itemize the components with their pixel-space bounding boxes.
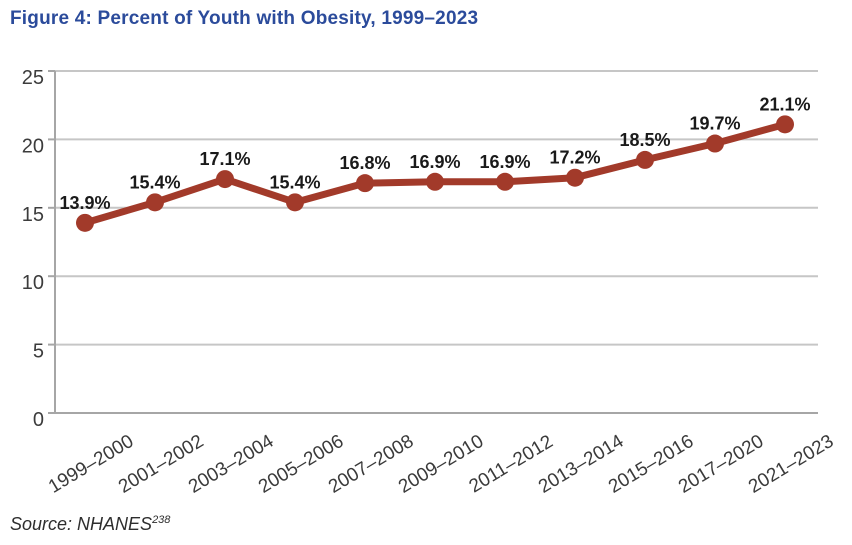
- figure-title: Figure 4: Percent of Youth with Obesity,…: [10, 8, 479, 29]
- data-point: [496, 172, 514, 191]
- y-axis-label: 25: [22, 67, 44, 89]
- data-point: [216, 170, 234, 189]
- data-point-label: 16.8%: [339, 153, 390, 173]
- data-point-label: 21.1%: [759, 94, 810, 114]
- data-point: [76, 213, 94, 232]
- source-superscript: 238: [152, 514, 171, 526]
- source-text: Source: NHANES: [10, 514, 153, 534]
- data-point-label: 17.2%: [549, 148, 600, 168]
- data-point: [706, 134, 724, 153]
- data-point-label: 15.4%: [269, 172, 320, 192]
- data-point-label: 13.9%: [59, 193, 110, 213]
- source-note: Source: NHANES238: [10, 514, 170, 535]
- data-point: [286, 193, 304, 212]
- data-point: [146, 193, 164, 212]
- y-axis-label: 0: [33, 409, 44, 431]
- data-point-label: 18.5%: [619, 130, 670, 150]
- data-point: [636, 150, 654, 169]
- data-point-label: 17.1%: [199, 149, 250, 169]
- data-point-label: 16.9%: [409, 152, 460, 172]
- data-point: [566, 168, 584, 187]
- data-point: [776, 115, 794, 134]
- data-point-label: 15.4%: [129, 172, 180, 192]
- data-point: [356, 174, 374, 193]
- y-axis-label: 5: [33, 341, 44, 363]
- y-axis-label: 20: [22, 135, 44, 157]
- data-point-label: 19.7%: [689, 114, 740, 134]
- y-axis-label: 15: [22, 204, 44, 226]
- data-point-label: 16.9%: [479, 152, 530, 172]
- data-point: [426, 172, 444, 191]
- y-axis-label: 10: [22, 272, 44, 294]
